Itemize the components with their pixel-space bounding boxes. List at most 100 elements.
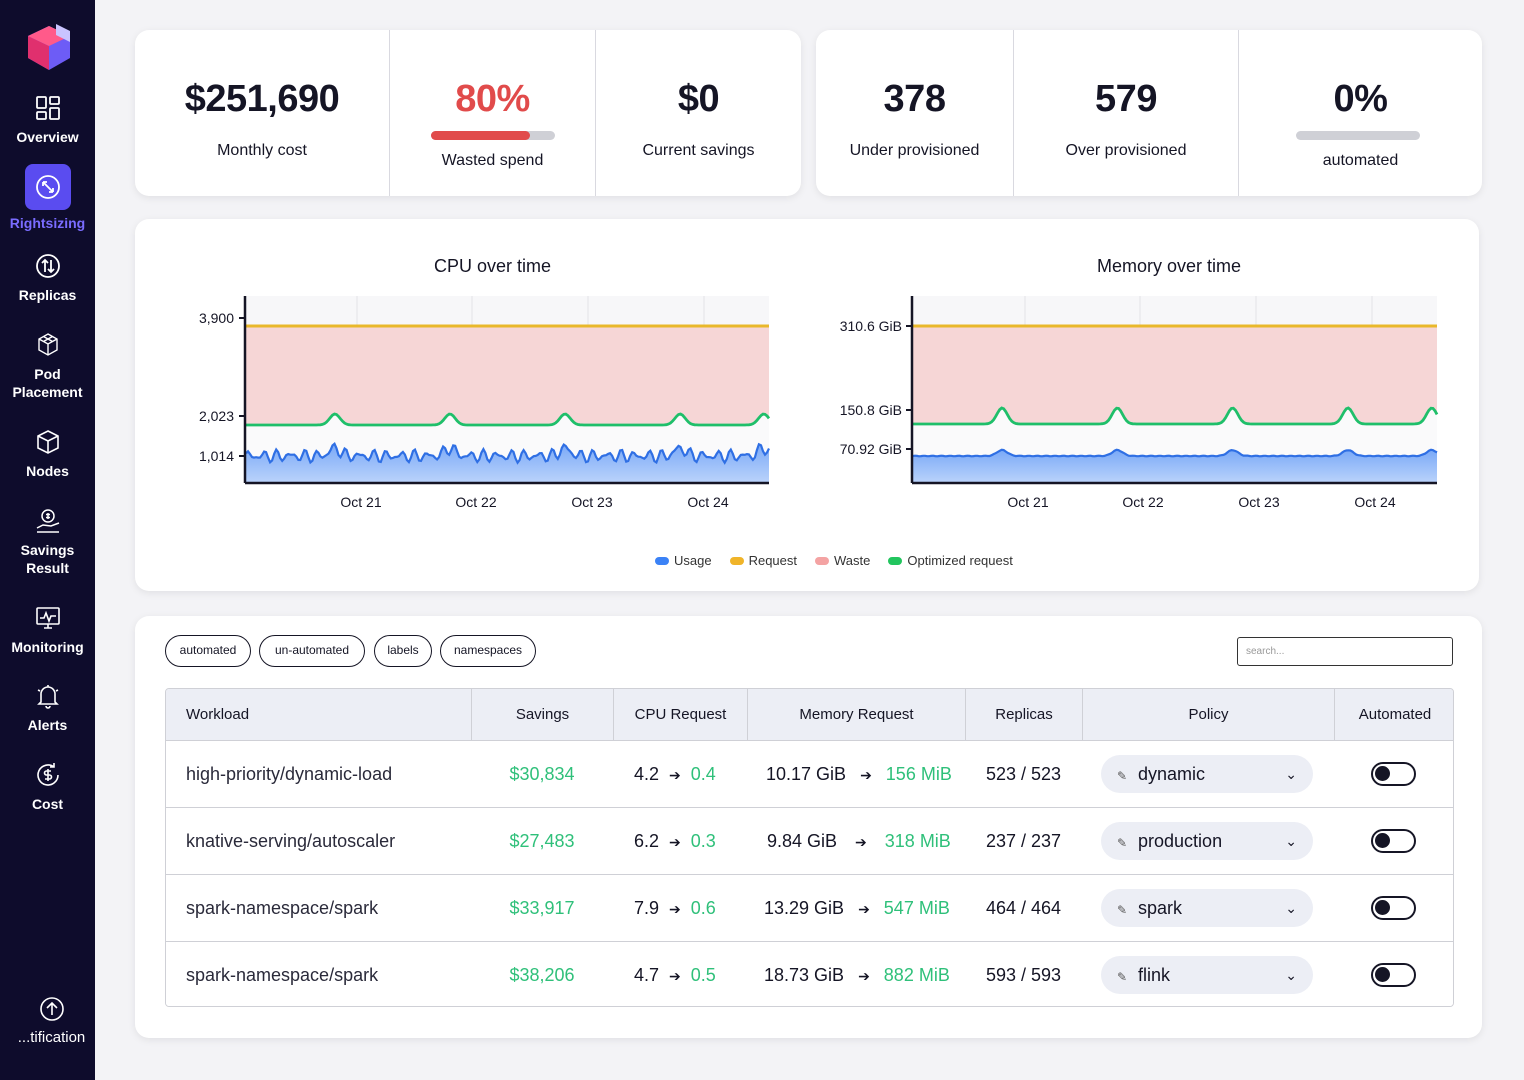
cpu-xtick-label: Oct 24	[687, 494, 728, 510]
header-cpu-request[interactable]: CPU Request	[613, 689, 747, 741]
nav-rightsizing[interactable]: Rightsizing	[0, 164, 95, 232]
cpu-xtick-label: Oct 23	[571, 494, 612, 510]
memory-xtick-label: Oct 21	[1007, 494, 1048, 510]
nav-pod-placement[interactable]: Pod Placement	[0, 331, 95, 401]
table-row[interactable]: high-priority/dynamic-load $30,834 4.2 ➔ 0…	[166, 741, 1453, 808]
filter-chip-labels[interactable]: labels	[374, 635, 432, 667]
current-savings-value: $0	[677, 78, 720, 120]
nav-savings-result[interactable]: Savings Result	[0, 507, 95, 577]
memory-chart-title: Memory over time	[1096, 256, 1242, 276]
cpu-ytick-label: 3,900	[199, 310, 234, 326]
nav-alerts[interactable]: Alerts	[0, 682, 95, 734]
cube-icon	[36, 430, 59, 454]
automated-bar	[1296, 131, 1420, 140]
memory-usage-line	[912, 448, 1438, 458]
app-logo-icon[interactable]	[22, 22, 76, 74]
wasted-spend-bar	[431, 131, 555, 140]
wasted-spend-label: Wasted spend	[441, 152, 544, 169]
nav-notification[interactable]: ...tification	[0, 995, 95, 1047]
row-workload[interactable]: spark-namespace/spark	[186, 965, 379, 985]
nav-pod-placement-label: Pod Placement	[12, 366, 83, 400]
memory-xtick-label: Oct 24	[1354, 494, 1395, 510]
policy-select[interactable]: ✎ dynamic ⌄	[1101, 755, 1313, 793]
under-provisioned-value: 378	[883, 78, 946, 120]
automated-label: automated	[1322, 152, 1399, 169]
monthly-cost-value: $251,690	[184, 78, 340, 120]
monthly-cost-label: Monthly cost	[217, 142, 307, 159]
nav-rightsizing-label: Rightsizing	[9, 215, 86, 231]
header-policy[interactable]: Policy	[1082, 689, 1334, 741]
nav-savings-result-label: Savings Result	[20, 542, 75, 576]
search-input[interactable]	[1237, 637, 1453, 666]
monthly-cost-stat: $251,690 Monthly cost	[135, 30, 389, 196]
nav-replicas-label: Replicas	[18, 287, 77, 303]
chevron-down-icon: ⌄	[1285, 833, 1297, 849]
legend-waste[interactable]: Waste	[815, 553, 870, 568]
row-workload[interactable]: knative-serving/autoscaler	[186, 831, 396, 851]
automated-toggle[interactable]	[1371, 829, 1416, 853]
automated-toggle[interactable]	[1371, 896, 1416, 920]
toggle-knob	[1375, 967, 1390, 982]
arrow-right-icon: ➔	[669, 767, 681, 783]
header-savings[interactable]: Savings	[471, 689, 613, 741]
row-memory-request: 18.73 GiB ➔ 882 MiB	[764, 942, 950, 1006]
header-workload[interactable]: Workload	[186, 706, 250, 723]
cpu-usage-area	[246, 443, 769, 482]
table-row[interactable]: spark-namespace/spark $33,917 7.9 ➔ 0.6 13…	[166, 875, 1453, 942]
header-automated[interactable]: Automated	[1334, 689, 1453, 741]
legend-usage[interactable]: Usage	[655, 553, 712, 568]
memory-from: 18.73 GiB	[764, 965, 845, 985]
memory-waste-area	[913, 326, 1437, 424]
cpu-to: 0.3	[690, 831, 716, 851]
cpu-from: 4.7	[634, 965, 660, 985]
automated-value: 0%	[1333, 78, 1388, 120]
nav-nodes[interactable]: Nodes	[0, 428, 95, 480]
row-workload[interactable]: spark-namespace/spark	[186, 898, 379, 918]
under-provisioned-stat: 378 Under provisioned	[816, 30, 1013, 196]
under-provisioned-label: Under provisioned	[849, 142, 980, 159]
arrow-right-icon: ➔	[669, 968, 681, 984]
filter-chip-automated[interactable]: automated	[165, 635, 251, 667]
cpu-xtick-label: Oct 21	[340, 494, 381, 510]
row-savings: $27,483	[509, 831, 575, 851]
legend-request[interactable]: Request	[729, 553, 797, 568]
table-row[interactable]: knative-serving/autoscaler $27,483 6.2 ➔ 0…	[166, 808, 1453, 875]
current-savings-stat: $0 Current savings	[595, 30, 801, 196]
automated-toggle[interactable]	[1371, 762, 1416, 786]
row-replicas: 593 / 593	[985, 965, 1062, 985]
policy-select[interactable]: ✎ flink ⌄	[1101, 956, 1313, 994]
toggle-knob	[1375, 833, 1390, 848]
wasted-spend-bar-fill	[431, 131, 531, 140]
nav-cost[interactable]: Cost	[0, 761, 95, 813]
header-replicas[interactable]: Replicas	[965, 689, 1082, 741]
legend-usage-label: Usage	[674, 553, 712, 568]
table-row[interactable]: spark-namespace/spark $38,206 4.7 ➔ 0.5 18…	[166, 942, 1453, 1006]
policy-select[interactable]: ✎ spark ⌄	[1101, 889, 1313, 927]
resize-icon	[35, 175, 60, 199]
cpu-xtick-label: Oct 22	[455, 494, 496, 510]
cpu-from: 7.9	[634, 898, 660, 918]
bell-icon	[36, 685, 59, 709]
filter-chip-un-automated[interactable]: un-automated	[259, 635, 365, 667]
legend-optimized-request[interactable]: Optimized request	[888, 553, 1013, 568]
policy-select[interactable]: ✎ production ⌄	[1101, 822, 1313, 860]
dollar-cycle-icon	[36, 763, 59, 786]
filter-chip-namespaces[interactable]: namespaces	[440, 635, 536, 667]
row-savings: $33,917	[509, 898, 575, 918]
nav-cost-label: Cost	[31, 796, 64, 812]
automated-toggle[interactable]	[1371, 963, 1416, 987]
provisioning-stats-card: 378 Under provisioned 579 Over provision…	[816, 30, 1482, 196]
toggle-knob	[1375, 766, 1390, 781]
legend-request-label: Request	[748, 553, 797, 568]
memory-chart: 310.6 GiB 150.8 GiB 70.92 GiB Oct 21 Oct…	[840, 296, 1439, 510]
cost-stats-card: $251,690 Monthly cost 80% Wasted spend $…	[135, 30, 801, 196]
policy-value: spark	[1138, 898, 1183, 918]
nav-overview[interactable]: Overview	[0, 94, 95, 146]
header-memory-request[interactable]: Memory Request	[747, 689, 965, 741]
nav-replicas[interactable]: Replicas	[0, 252, 95, 304]
arrow-up-circle-icon	[39, 997, 64, 1021]
cpu-to: 0.4	[690, 764, 716, 784]
row-workload[interactable]: high-priority/dynamic-load	[186, 764, 393, 784]
memory-ytick-label: 150.8 GiB	[840, 402, 902, 418]
nav-monitoring[interactable]: Monitoring	[0, 604, 95, 656]
